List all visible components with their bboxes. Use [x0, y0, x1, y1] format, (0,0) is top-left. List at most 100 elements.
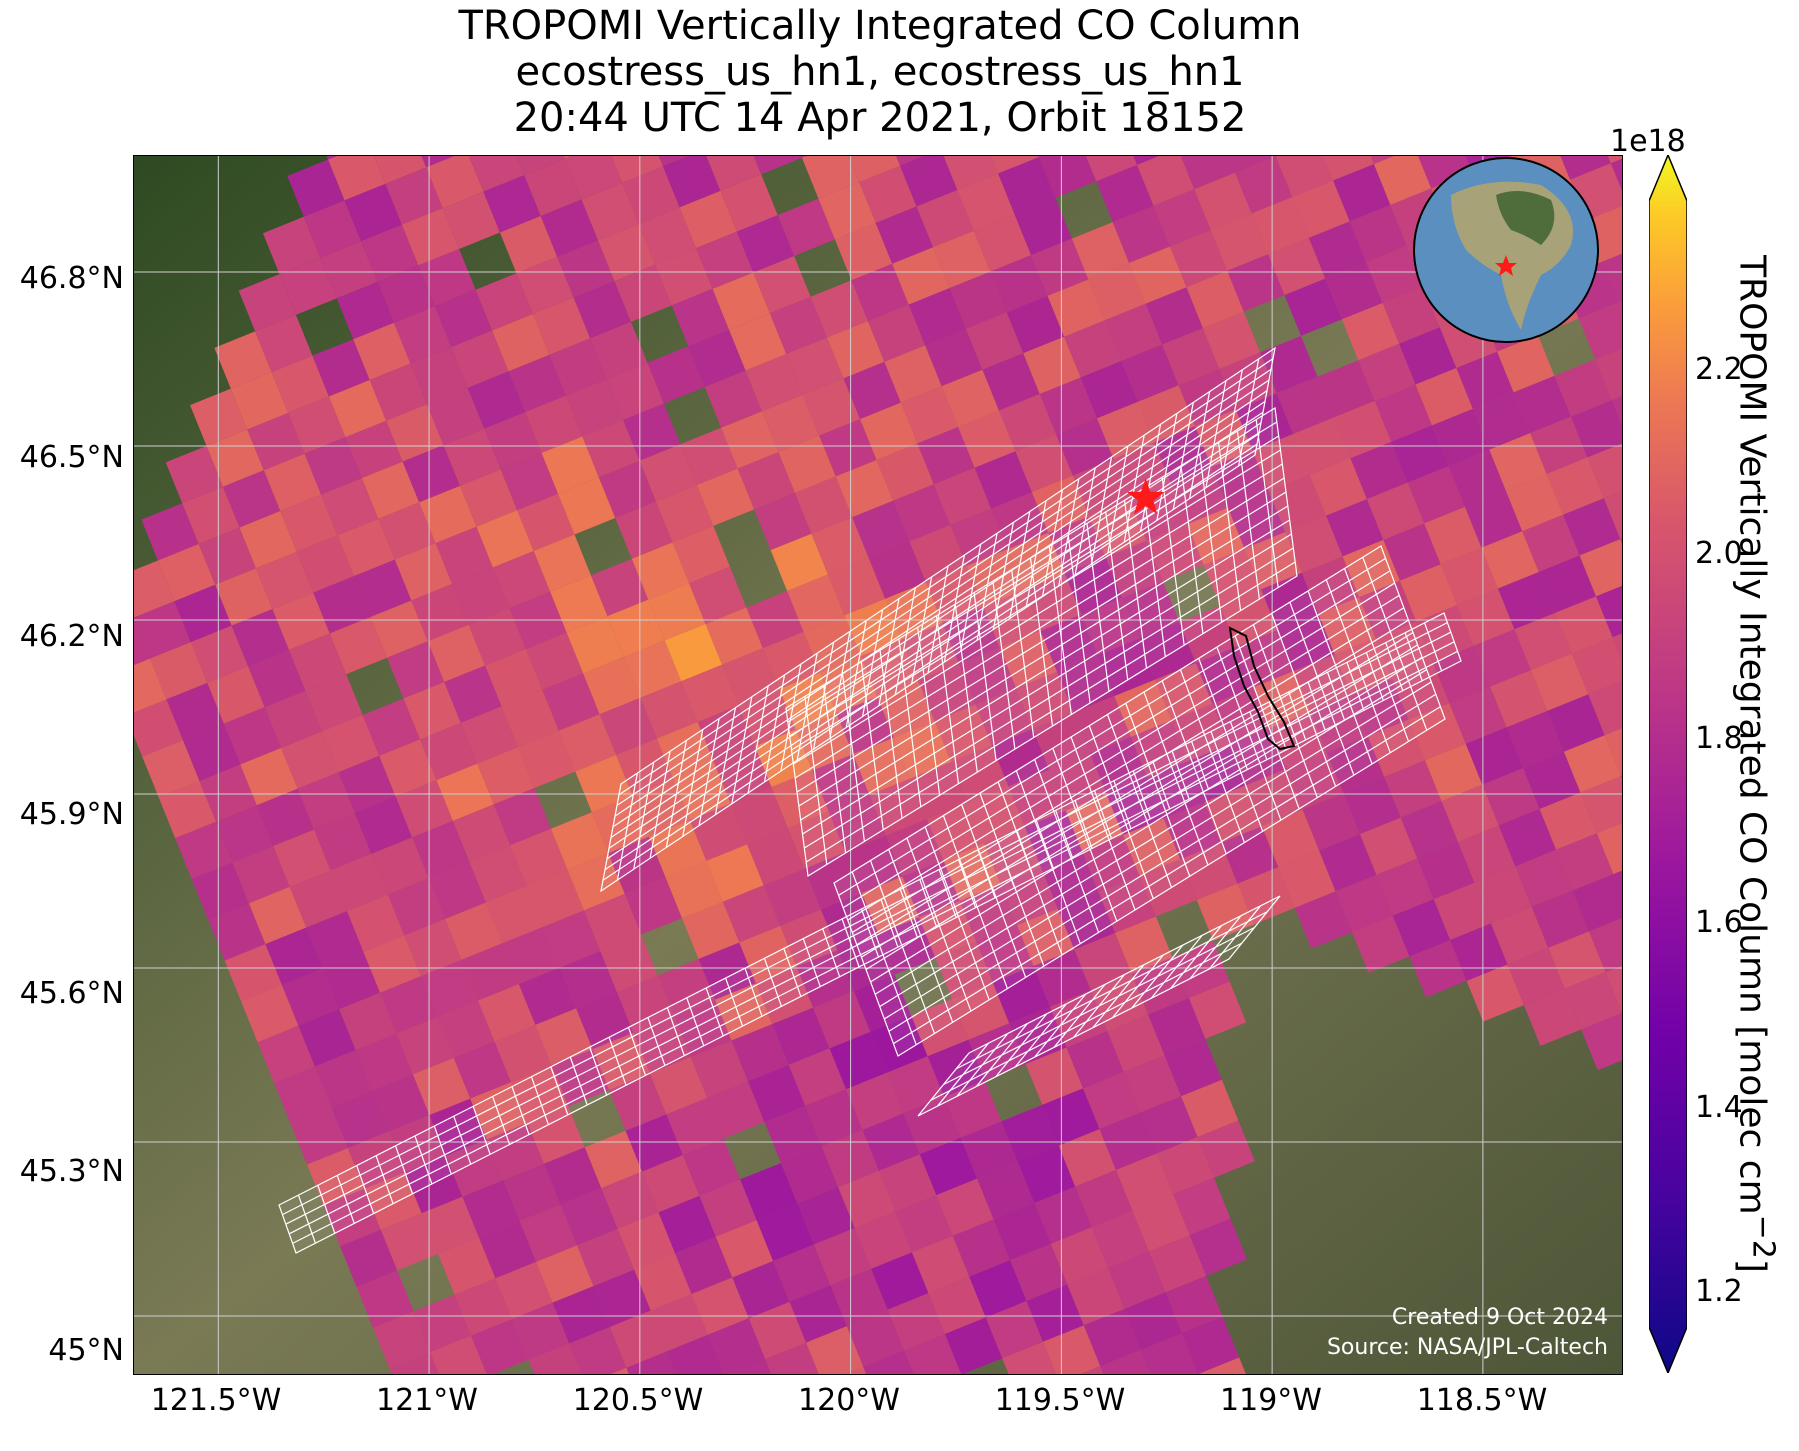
co-pixel — [288, 633, 347, 691]
co-pixel — [895, 1195, 953, 1253]
co-pixel — [960, 1121, 1018, 1179]
co-pixel — [884, 345, 942, 403]
co-pixel — [510, 828, 568, 887]
co-pixel — [1173, 1177, 1231, 1236]
co-pixel — [501, 689, 559, 748]
co-pixel — [565, 379, 624, 437]
co-pixel — [875, 206, 934, 264]
co-pixel — [744, 156, 802, 175]
footprint-upper — [600, 346, 1276, 893]
co-pixel — [1181, 1079, 1239, 1137]
co-pixel — [1506, 710, 1564, 769]
co-pixel — [1309, 458, 1367, 516]
co-pixel — [1350, 441, 1408, 500]
co-pixel — [903, 1097, 961, 1155]
co-pixel — [492, 314, 550, 372]
co-pixel — [321, 478, 379, 536]
co-pixel — [949, 271, 1007, 329]
co-pixel — [525, 395, 583, 453]
co-pixel — [1440, 547, 1498, 606]
co-pixel — [402, 445, 460, 503]
co-pixel — [1113, 442, 1171, 500]
co-pixel — [1367, 719, 1426, 777]
co-pixel — [485, 649, 543, 707]
co-pixel — [313, 576, 371, 634]
co-pixel — [1088, 262, 1146, 321]
co-pixel — [338, 755, 396, 814]
co-pixel — [322, 951, 380, 1010]
co-pixel — [715, 983, 773, 1041]
co-pixel — [1489, 433, 1547, 491]
co-pixel — [690, 1040, 748, 1098]
co-pixel — [1448, 449, 1506, 507]
co-pixel — [321, 715, 380, 773]
co-pixel — [290, 1107, 348, 1165]
co-pixel — [379, 739, 437, 797]
co-pixel — [977, 1162, 1035, 1220]
colorbar-tick-label: 2.0 — [1695, 536, 1743, 571]
co-pixel — [230, 372, 289, 430]
co-pixel — [1284, 278, 1342, 336]
co-pixel — [485, 886, 544, 944]
co-pixel — [952, 1219, 1011, 1277]
co-pixel — [679, 190, 737, 249]
co-pixel — [507, 156, 566, 176]
co-pixel — [597, 223, 656, 282]
co-pixel — [1064, 320, 1122, 378]
site-star-marker[interactable] — [1126, 478, 1165, 515]
co-pixel — [434, 289, 493, 348]
co-pixel — [536, 1245, 594, 1303]
co-pixel — [387, 878, 446, 936]
co-pixel — [1138, 622, 1196, 680]
co-pixel — [614, 264, 672, 322]
co-pixel — [754, 492, 812, 551]
co-pixel — [1425, 743, 1483, 802]
co-pixel — [738, 689, 796, 747]
co-pixel — [443, 428, 501, 486]
co-pixel — [789, 1285, 847, 1343]
co-pixel — [1049, 753, 1107, 811]
co-pixel — [737, 452, 795, 510]
co-pixel — [806, 1326, 864, 1374]
co-pixel — [304, 437, 362, 495]
co-pixel — [900, 156, 958, 207]
co-pixel — [638, 207, 697, 265]
co-pixel — [1252, 433, 1310, 492]
co-pixel — [804, 852, 862, 910]
colorbar-tick-label: 1.6 — [1695, 905, 1743, 940]
co-pixel — [495, 1261, 553, 1320]
co-pixel — [331, 1090, 389, 1149]
co-pixel — [1038, 156, 1097, 198]
co-pixel — [1057, 892, 1116, 950]
co-pixel — [354, 559, 412, 617]
map-panel[interactable]: Created 9 Oct 2024 Source: NASA/JPL-Calt… — [133, 155, 1623, 1375]
credit-created: Created 9 Oct 2024 — [1391, 1305, 1608, 1330]
co-pixel — [1245, 769, 1303, 827]
co-pixel — [740, 1162, 798, 1221]
co-pixel — [468, 608, 526, 666]
co-pixel — [1554, 359, 1612, 417]
co-pixel — [1129, 246, 1187, 304]
co-pixel — [879, 1154, 937, 1212]
co-pixel — [1148, 998, 1206, 1056]
co-pixel — [846, 1072, 904, 1130]
co-pixel — [1056, 418, 1114, 476]
co-pixel — [590, 321, 648, 380]
co-pixel — [239, 511, 297, 569]
co-pixel — [1014, 197, 1072, 256]
co-pixel — [369, 363, 427, 421]
co-pixel — [232, 846, 290, 904]
colorbar-exponent: 1e18 — [1610, 124, 1686, 159]
co-pixel — [476, 510, 534, 568]
co-pixel — [859, 165, 917, 223]
co-pixel — [451, 330, 509, 388]
co-pixel — [354, 796, 413, 854]
co-pixel — [272, 592, 330, 650]
co-pixel — [1186, 270, 1244, 329]
co-pixel — [1090, 736, 1148, 795]
co-pixel — [777, 198, 835, 256]
co-pixel — [1325, 262, 1383, 320]
co-pixel — [1531, 890, 1590, 948]
co-pixel — [532, 297, 591, 355]
co-pixel — [1006, 295, 1065, 354]
